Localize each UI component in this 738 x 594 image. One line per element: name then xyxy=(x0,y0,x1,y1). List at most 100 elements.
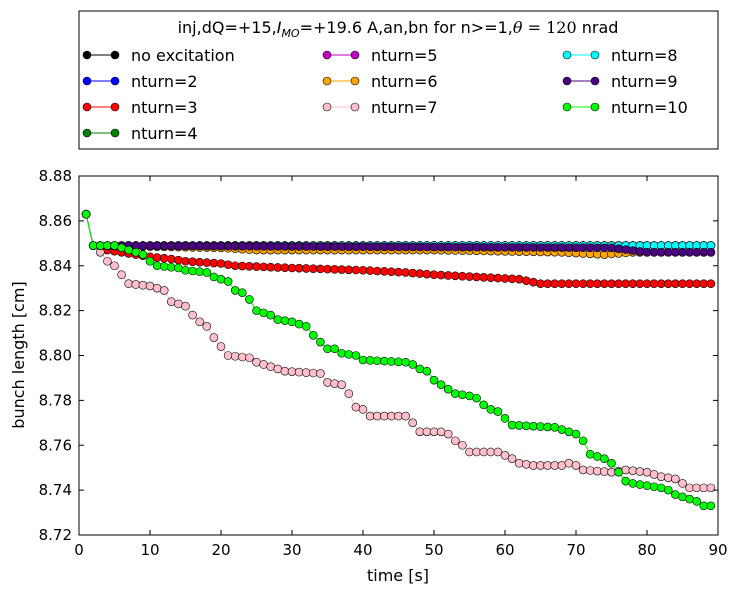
data-point xyxy=(536,243,545,252)
legend: inj,dQ=+15,IMO=+19.6 A,an,bn for n>=1,θ … xyxy=(78,10,719,150)
data-point xyxy=(330,379,339,388)
data-point xyxy=(678,492,687,502)
data-point xyxy=(614,467,623,477)
data-point xyxy=(330,344,339,354)
data-point xyxy=(287,242,297,251)
legend-item-nturn-2: nturn=2 xyxy=(82,72,198,91)
data-point xyxy=(159,241,169,251)
data-point xyxy=(443,242,453,252)
data-point xyxy=(521,243,531,252)
axes-frame xyxy=(78,175,719,536)
data-point xyxy=(344,242,354,251)
data-point xyxy=(230,351,240,361)
data-point xyxy=(245,353,254,363)
data-point xyxy=(600,467,609,476)
data-point xyxy=(592,279,602,289)
legend-label: nturn=3 xyxy=(131,98,198,117)
legend-swatch-marker xyxy=(110,76,120,86)
data-point xyxy=(436,242,446,252)
data-point xyxy=(699,501,709,511)
data-point xyxy=(223,260,233,269)
data-point xyxy=(649,279,659,289)
data-point xyxy=(663,247,673,257)
data-point xyxy=(351,242,361,251)
data-point xyxy=(500,274,510,283)
data-point xyxy=(500,451,510,460)
data-point xyxy=(394,267,403,277)
data-point xyxy=(507,243,517,252)
y-tick-label: 8.72 xyxy=(39,526,72,544)
data-point xyxy=(379,356,389,366)
data-point xyxy=(358,242,368,252)
data-point xyxy=(365,266,375,275)
data-point xyxy=(152,283,162,293)
data-point xyxy=(557,279,567,289)
data-point xyxy=(294,263,304,273)
data-point xyxy=(174,263,183,273)
x-tick-label: 30 xyxy=(282,541,301,559)
data-point xyxy=(266,310,276,320)
data-point xyxy=(372,242,382,252)
legend-label: nturn=9 xyxy=(611,72,678,91)
data-point xyxy=(578,279,588,289)
data-point xyxy=(571,429,581,439)
data-point xyxy=(543,461,552,470)
data-point xyxy=(507,454,517,464)
data-point xyxy=(550,243,560,252)
data-point xyxy=(600,243,609,253)
data-point xyxy=(195,317,204,327)
data-point xyxy=(578,243,588,252)
data-point xyxy=(578,465,588,475)
legend-swatch-marker xyxy=(562,50,572,60)
data-point xyxy=(408,242,418,252)
data-point xyxy=(245,295,254,304)
legend-label: nturn=8 xyxy=(611,46,678,65)
legend-swatch-marker xyxy=(562,102,572,112)
data-point xyxy=(372,356,382,366)
data-point xyxy=(138,241,148,251)
data-point xyxy=(323,378,332,387)
data-point xyxy=(344,265,354,275)
legend-swatch-marker xyxy=(322,76,332,86)
x-tick-label: 80 xyxy=(637,541,656,559)
data-point xyxy=(379,267,389,276)
x-tick-label: 90 xyxy=(708,541,727,559)
data-point xyxy=(607,243,616,253)
data-point xyxy=(635,247,645,256)
data-point xyxy=(266,362,276,372)
title-part-6: = 120 xyxy=(523,18,577,37)
data-point xyxy=(465,242,474,252)
data-point xyxy=(585,449,595,459)
data-point xyxy=(273,364,283,374)
legend-label: nturn=2 xyxy=(131,72,198,91)
data-point xyxy=(216,259,226,268)
data-point xyxy=(337,380,347,389)
data-point xyxy=(493,273,503,283)
legend-swatch-marker xyxy=(110,128,120,138)
data-point xyxy=(88,241,98,250)
legend-label: nturn=4 xyxy=(131,124,198,143)
data-point xyxy=(188,266,197,276)
legend-label: nturn=6 xyxy=(371,72,438,91)
data-point xyxy=(316,242,325,251)
data-point xyxy=(287,367,297,376)
data-point xyxy=(465,447,474,457)
data-point xyxy=(621,465,631,475)
y-tick-label: 8.80 xyxy=(39,347,72,365)
y-tick-label: 8.84 xyxy=(39,257,72,275)
data-point xyxy=(344,389,354,398)
data-point xyxy=(429,375,439,385)
data-point xyxy=(585,466,595,475)
legend-item-nturn-6: nturn=6 xyxy=(322,72,438,91)
data-point xyxy=(493,407,503,416)
data-point xyxy=(287,317,297,327)
x-tick-label: 40 xyxy=(353,541,372,559)
data-point xyxy=(273,263,283,272)
data-point xyxy=(159,262,169,271)
data-point xyxy=(450,389,460,398)
y-tick-label: 8.78 xyxy=(39,391,72,409)
legend-frame xyxy=(78,10,719,150)
data-point xyxy=(387,411,396,421)
y-tick-label: 8.88 xyxy=(39,167,72,185)
